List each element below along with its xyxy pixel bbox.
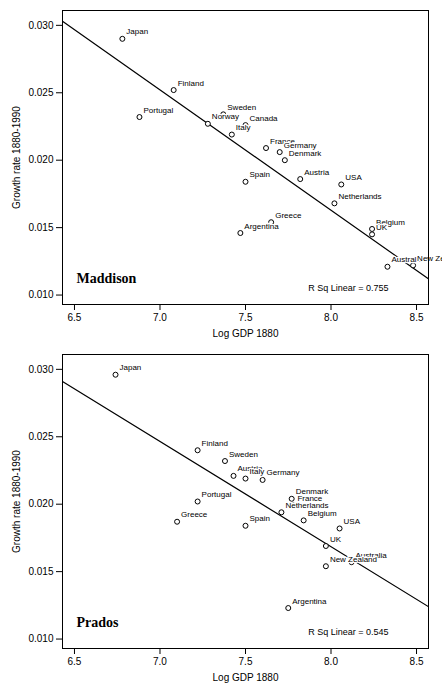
- svg-text:Log GDP 1880: Log GDP 1880: [213, 672, 279, 683]
- svg-text:Prados: Prados: [77, 615, 120, 630]
- svg-text:7.0: 7.0: [153, 312, 167, 323]
- svg-text:0.015: 0.015: [28, 566, 53, 577]
- svg-text:Canada: Canada: [250, 114, 279, 123]
- svg-text:Argentina: Argentina: [292, 597, 327, 606]
- svg-text:Growth rate 1880-1990: Growth rate 1880-1990: [11, 450, 22, 553]
- svg-text:0.025: 0.025: [28, 87, 53, 98]
- svg-text:0.020: 0.020: [28, 498, 53, 509]
- svg-text:Austria: Austria: [304, 168, 329, 177]
- svg-text:Germany: Germany: [283, 140, 317, 150]
- svg-text:7.0: 7.0: [153, 656, 167, 667]
- svg-text:8.5: 8.5: [410, 656, 424, 667]
- svg-text:Maddison: Maddison: [77, 271, 137, 286]
- svg-text:UK: UK: [330, 535, 342, 544]
- svg-text:8.0: 8.0: [324, 656, 338, 667]
- svg-text:Italy: Italy: [236, 123, 251, 132]
- svg-text:Netherlands: Netherlands: [285, 500, 329, 510]
- svg-text:6.5: 6.5: [68, 656, 82, 667]
- svg-text:R Sq Linear = 0.755: R Sq Linear = 0.755: [308, 283, 388, 293]
- svg-text:Belgium: Belgium: [376, 217, 405, 227]
- svg-text:Log GDP 1880: Log GDP 1880: [213, 328, 279, 339]
- svg-text:0.010: 0.010: [28, 289, 53, 300]
- svg-text:France: France: [297, 494, 323, 504]
- svg-text:Spain: Spain: [250, 514, 270, 523]
- svg-text:0.030: 0.030: [28, 364, 53, 375]
- svg-text:Sweden: Sweden: [229, 450, 258, 459]
- svg-text:Australia: Australia: [391, 255, 423, 265]
- svg-text:0.010: 0.010: [28, 633, 53, 644]
- svg-text:New Zealand: New Zealand: [330, 555, 377, 564]
- svg-text:Japan: Japan: [126, 27, 148, 36]
- svg-text:0.025: 0.025: [28, 431, 53, 442]
- svg-text:Portugal: Portugal: [143, 106, 173, 115]
- svg-text:0.030: 0.030: [28, 20, 53, 31]
- svg-text:Denmark: Denmark: [289, 149, 322, 158]
- svg-text:7.5: 7.5: [239, 312, 253, 323]
- svg-text:7.5: 7.5: [239, 656, 253, 667]
- svg-text:Sweden: Sweden: [227, 103, 256, 112]
- svg-text:Finland: Finland: [202, 439, 228, 448]
- svg-text:Growth rate 1880-1990: Growth rate 1880-1990: [11, 106, 22, 209]
- svg-text:8.0: 8.0: [324, 312, 338, 323]
- svg-text:Argentina: Argentina: [244, 222, 279, 231]
- svg-text:Greece: Greece: [181, 510, 208, 519]
- svg-text:USA: USA: [345, 173, 362, 182]
- svg-text:Denmark: Denmark: [295, 487, 329, 497]
- svg-text:UK: UK: [376, 223, 388, 232]
- svg-text:Portugal: Portugal: [202, 490, 232, 499]
- svg-text:0.020: 0.020: [28, 154, 53, 165]
- svg-text:Finland: Finland: [178, 79, 204, 88]
- svg-text:R Sq Linear = 0.545: R Sq Linear = 0.545: [308, 627, 388, 637]
- svg-text:Belgium: Belgium: [308, 509, 337, 518]
- svg-text:Spain: Spain: [250, 170, 270, 179]
- svg-text:Japan: Japan: [120, 363, 142, 372]
- svg-text:8.5: 8.5: [410, 312, 424, 323]
- svg-text:Italy: Italy: [250, 467, 265, 476]
- svg-text:0.015: 0.015: [28, 222, 53, 233]
- svg-text:USA: USA: [344, 517, 361, 526]
- svg-text:Germany: Germany: [267, 468, 300, 477]
- svg-text:Netherlands: Netherlands: [338, 192, 381, 201]
- svg-text:New Zealand: New Zealand: [417, 254, 442, 263]
- svg-text:Norway: Norway: [212, 112, 239, 121]
- svg-text:6.5: 6.5: [68, 312, 82, 323]
- svg-text:Greece: Greece: [275, 211, 302, 220]
